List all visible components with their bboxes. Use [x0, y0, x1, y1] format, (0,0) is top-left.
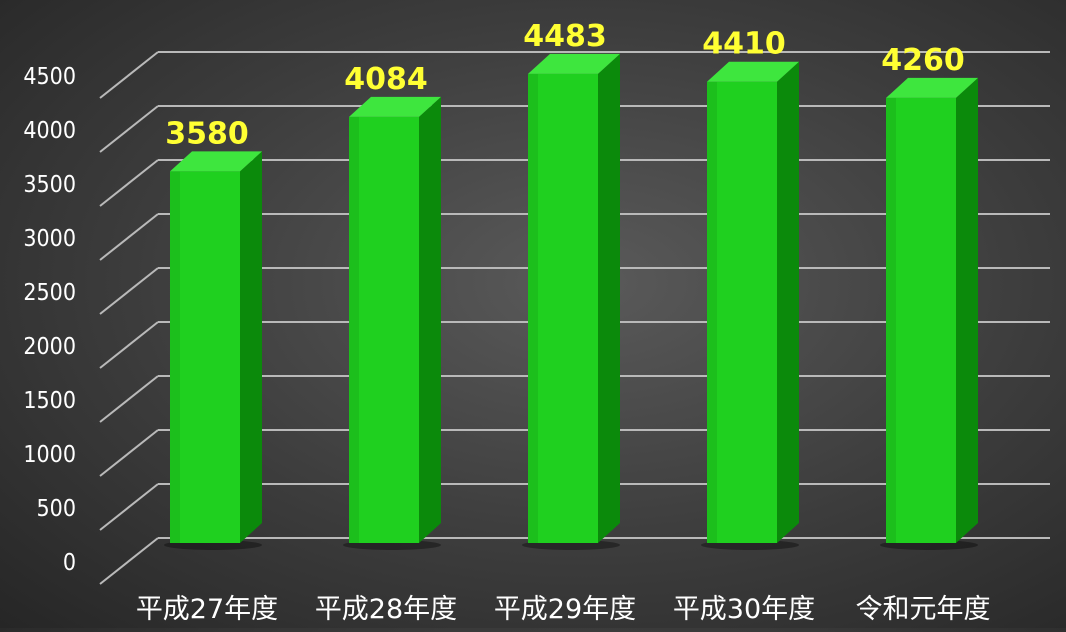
y-tick-label: 3500 — [23, 172, 76, 198]
data-labels: 3580 4084 4483 4410 4260 — [165, 19, 965, 152]
data-label: 3580 — [165, 116, 249, 151]
y-tick-label: 4000 — [23, 118, 76, 144]
bar-shade — [349, 116, 359, 543]
y-tick-label: 500 — [37, 496, 77, 522]
gridline-side — [99, 375, 159, 423]
y-tick-label: 0 — [63, 550, 76, 576]
bar — [701, 61, 799, 550]
y-tick-label: 4500 — [23, 64, 76, 90]
bar-shade — [886, 97, 896, 544]
y-tick-label: 1500 — [23, 388, 76, 414]
x-tick-label: 平成28年度 — [315, 594, 457, 625]
y-tick-label: 3000 — [23, 226, 76, 252]
bar-side — [240, 151, 262, 544]
bar-top — [707, 61, 799, 82]
bar-shade — [528, 73, 538, 543]
x-tick-label: 令和元年度 — [856, 594, 991, 625]
gridline-side — [99, 429, 159, 477]
bar-top — [528, 53, 620, 74]
gridline-side — [99, 321, 159, 369]
data-label: 4410 — [702, 27, 786, 62]
bar-front — [349, 116, 419, 543]
bar-shade — [707, 81, 717, 543]
bar-side — [598, 53, 620, 543]
gridline-side — [99, 159, 159, 207]
gridline-side — [99, 213, 159, 261]
data-label: 4483 — [523, 19, 607, 54]
bar — [343, 96, 441, 550]
bar-side — [956, 77, 978, 544]
bar-shade — [170, 171, 180, 544]
x-tick-label: 平成29年度 — [494, 594, 636, 625]
bar-front — [528, 73, 598, 543]
gridline-side — [99, 51, 159, 99]
y-tick-label: 2500 — [23, 280, 76, 306]
bar-top — [170, 151, 262, 172]
bar-front — [707, 81, 777, 543]
y-axis: 0 500 1000 1500 2000 2500 3000 3500 4000… — [23, 64, 76, 576]
gridline-side — [99, 483, 159, 531]
bar-front — [170, 171, 240, 544]
data-label: 4260 — [881, 43, 965, 78]
bar-top — [349, 96, 441, 117]
bar — [522, 53, 620, 550]
bar-side — [419, 96, 441, 543]
gridline-side — [99, 105, 159, 153]
bar-top — [886, 77, 978, 98]
bars — [164, 53, 978, 550]
gridline-side — [99, 267, 159, 315]
y-tick-label: 2000 — [23, 334, 76, 360]
bar-side — [777, 61, 799, 543]
bar — [164, 151, 262, 550]
data-label: 4084 — [344, 62, 428, 97]
x-axis: 平成27年度 平成28年度 平成29年度 平成30年度 令和元年度 — [136, 594, 991, 625]
y-tick-label: 1000 — [23, 442, 76, 468]
bar — [880, 77, 978, 550]
bar-front — [886, 97, 956, 544]
x-tick-label: 平成27年度 — [136, 594, 278, 625]
x-tick-label: 平成30年度 — [673, 594, 815, 625]
gridline-side — [99, 537, 159, 585]
